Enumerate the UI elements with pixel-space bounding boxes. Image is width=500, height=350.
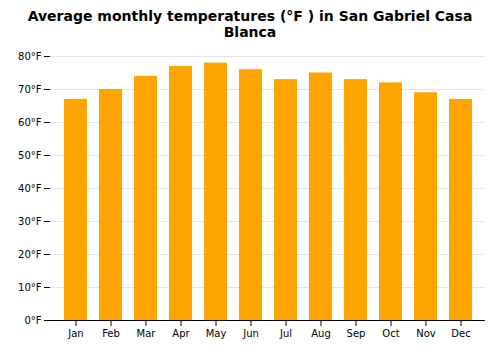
svg-text:Apr: Apr	[172, 328, 190, 339]
svg-text:80°F: 80°F	[18, 51, 42, 62]
svg-text:Sep: Sep	[347, 328, 366, 339]
svg-text:40°F: 40°F	[18, 183, 42, 194]
svg-text:Jul: Jul	[279, 328, 292, 339]
svg-text:Mar: Mar	[137, 328, 157, 339]
svg-text:Nov: Nov	[416, 328, 436, 339]
svg-text:60°F: 60°F	[18, 117, 42, 128]
svg-text:Aug: Aug	[311, 328, 331, 339]
svg-text:Jun: Jun	[242, 328, 259, 339]
svg-text:May: May	[206, 328, 227, 339]
svg-text:Oct: Oct	[382, 328, 399, 339]
svg-text:10°F: 10°F	[18, 282, 42, 293]
svg-text:50°F: 50°F	[18, 150, 42, 161]
svg-text:70°F: 70°F	[18, 84, 42, 95]
svg-text:30°F: 30°F	[18, 216, 42, 227]
svg-text:20°F: 20°F	[18, 249, 42, 260]
svg-text:Jan: Jan	[67, 328, 83, 339]
svg-text:Feb: Feb	[102, 328, 120, 339]
html-text:Average monthly temperatures (: Average monthly temperatures (°F ) in Sa…	[27, 8, 473, 40]
svg-text:0°F: 0°F	[24, 315, 41, 326]
svg-text:Dec: Dec	[451, 328, 470, 339]
